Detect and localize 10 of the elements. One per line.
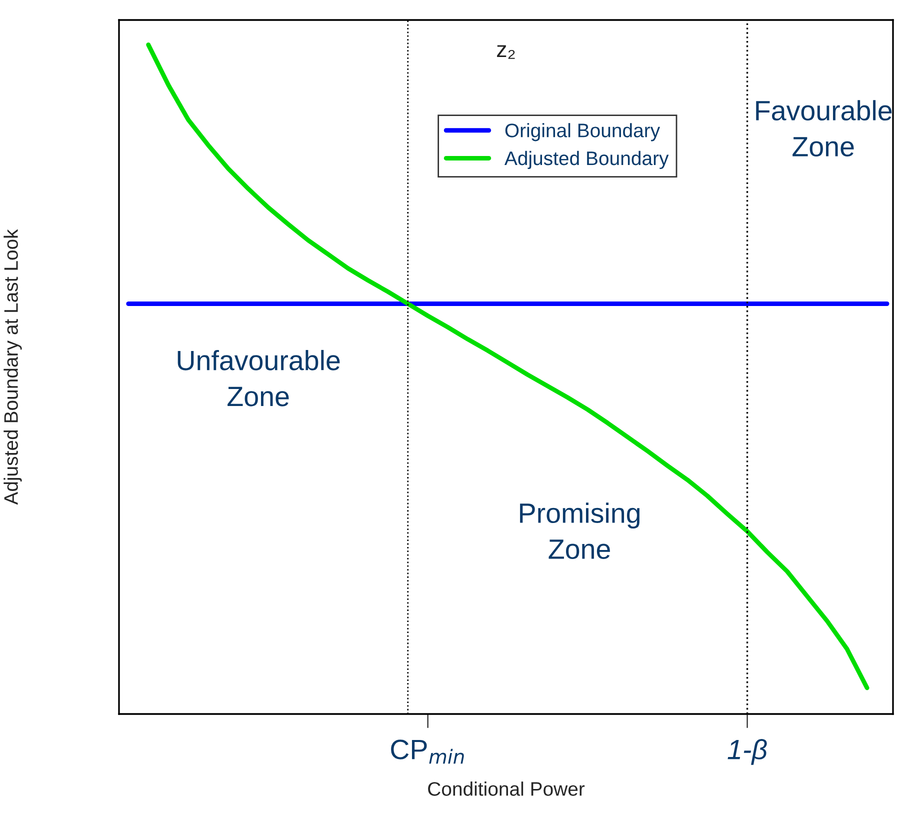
x-tick-label: CP$_{min}$ bbox=[391, 740, 464, 764]
y-axis-title: Adjusted Boundary at Last Look bbox=[4, 229, 22, 505]
annotation: z₂ bbox=[497, 45, 515, 59]
annotation: Favourable Zone bbox=[756, 100, 892, 156]
x-axis-title: Conditional Power bbox=[428, 782, 585, 796]
legend-label: Adjusted Boundary bbox=[504, 150, 669, 170]
annotation: Promising Zone bbox=[520, 502, 640, 559]
annotation: Unfavourable Zone bbox=[178, 350, 340, 406]
x-tick-label: 1-β bbox=[728, 739, 767, 765]
legend-label: Original Boundary bbox=[505, 123, 660, 142]
